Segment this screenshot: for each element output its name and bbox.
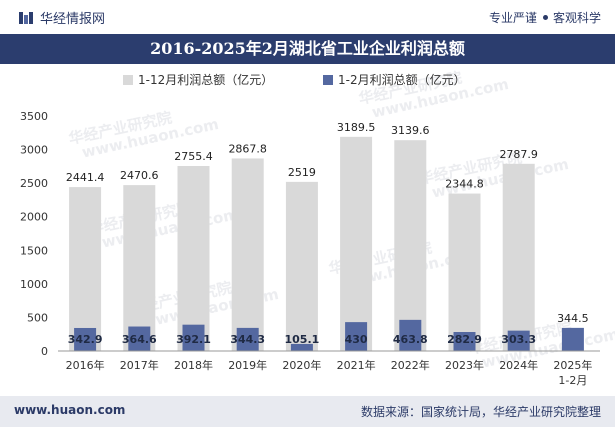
x-tick-label: 2024年: [499, 358, 538, 372]
bar-total: [285, 181, 318, 351]
value-label-total: 2470.6: [120, 169, 159, 182]
slogan: 专业严谨 客观科学: [489, 9, 601, 26]
brand-name: 华经情报网: [40, 12, 106, 27]
bar-feb: [182, 324, 205, 351]
y-tick-label: 1500: [20, 244, 48, 257]
bar-feb: [507, 330, 530, 351]
y-tick-label: 1000: [20, 278, 48, 291]
x-tick-sublabel: 1-2月: [558, 374, 587, 387]
bar-feb: [561, 327, 584, 351]
y-tick-label: 3000: [20, 144, 48, 157]
value-label-feb: 282.9: [447, 333, 482, 346]
bar-feb: [74, 327, 97, 351]
value-label-total: 2519: [288, 166, 316, 179]
value-label-total: 3189.5: [337, 121, 376, 134]
value-label-total: 2441.4: [66, 171, 105, 184]
bar-feb: [345, 322, 368, 351]
legend-label-total: 1-12月利润总额（亿元）: [138, 72, 273, 87]
x-tick-label: 2016年: [66, 358, 105, 372]
value-label-feb: 342.9: [68, 333, 103, 346]
bar-total: [177, 165, 210, 351]
bar-feb: [453, 332, 476, 351]
value-label-total: 2344.8: [445, 178, 484, 191]
slogan-left: 专业严谨: [488, 11, 537, 25]
y-tick-label: 3500: [20, 110, 48, 123]
y-axis: 0 500 1000 1500 2000 2500 3000 3500: [20, 110, 48, 358]
bar-feb: [399, 319, 422, 351]
x-tick-label: 2023年: [445, 358, 484, 372]
footer-source: 数据来源：国家统计局，华经产业研究院整理: [360, 405, 601, 419]
legend-swatch-feb: [323, 75, 333, 85]
value-label-feb: 344.5: [557, 312, 589, 325]
value-label-total: 2867.8: [228, 142, 267, 155]
value-label-feb: 364.6: [122, 333, 157, 346]
value-label-feb: 392.1: [176, 333, 211, 346]
bar-total: [69, 187, 102, 351]
footer: www.huaon.com 数据来源：国家统计局，华经产业研究院整理: [0, 396, 615, 427]
value-label-feb: 463.8: [393, 333, 428, 346]
x-axis: 2016年 2017年 2018年 2019年 2020年 2021年 2022年 2023年…: [58, 350, 600, 387]
y-tick-label: 2000: [20, 211, 48, 224]
y-tick-label: 0: [41, 345, 48, 358]
y-tick-label: 500: [27, 311, 48, 324]
x-tick-label: 2018年: [174, 358, 213, 372]
dot-separator-icon: [542, 15, 548, 20]
bar-feb: [236, 327, 259, 351]
x-tick-label: 2022年: [391, 358, 430, 372]
value-label-feb: 344.3: [230, 333, 265, 346]
y-tick-label: 2500: [20, 177, 48, 190]
legend-label-feb: 1-2月利润总额（亿元）: [338, 72, 466, 87]
x-tick-label: 2017年: [120, 358, 159, 372]
value-label-feb: 303.3: [501, 333, 536, 346]
huajing-logo-icon: [19, 11, 33, 24]
slogan-right: 客观科学: [552, 11, 601, 25]
bar-total: [123, 185, 156, 351]
footer-website: www.huaon.com: [14, 403, 126, 417]
bar-total: [448, 193, 481, 351]
bar-total: [231, 158, 264, 351]
value-label-total: 2787.9: [499, 148, 538, 161]
x-tick-label: 2020年: [282, 358, 321, 372]
value-label-feb: 430: [345, 333, 368, 346]
x-tick-label: 2019年: [228, 358, 267, 372]
top-bar: 华经情报网 专业严谨 客观科学: [0, 0, 615, 34]
x-tick-label: 2025年: [553, 358, 592, 372]
bar-feb: [128, 326, 151, 351]
chart-title: 2016-2025年2月湖北省工业企业利润总额: [0, 34, 615, 64]
bar-total: [340, 136, 373, 351]
legend: 1-12月利润总额（亿元） 1-2月利润总额（亿元）: [123, 72, 466, 87]
x-tick-label: 2021年: [337, 358, 376, 372]
bar-total: [394, 140, 427, 351]
bar-feb: [290, 343, 313, 351]
value-label-feb: 105.1: [285, 333, 320, 346]
bars-layer: 2441.4 342.9 2470.6 364.6 2755.4 392.1 2867.8 3…: [66, 121, 589, 351]
bar-chart: 华经产业研究院www.huaon.com华经产业研究院www.huaon.com…: [20, 68, 615, 387]
bar-total: [502, 163, 535, 351]
value-label-total: 2755.4: [174, 150, 213, 163]
brand: 华经情报网: [18, 8, 105, 27]
legend-swatch-total: [123, 75, 133, 85]
value-label-total: 3139.6: [391, 124, 430, 137]
